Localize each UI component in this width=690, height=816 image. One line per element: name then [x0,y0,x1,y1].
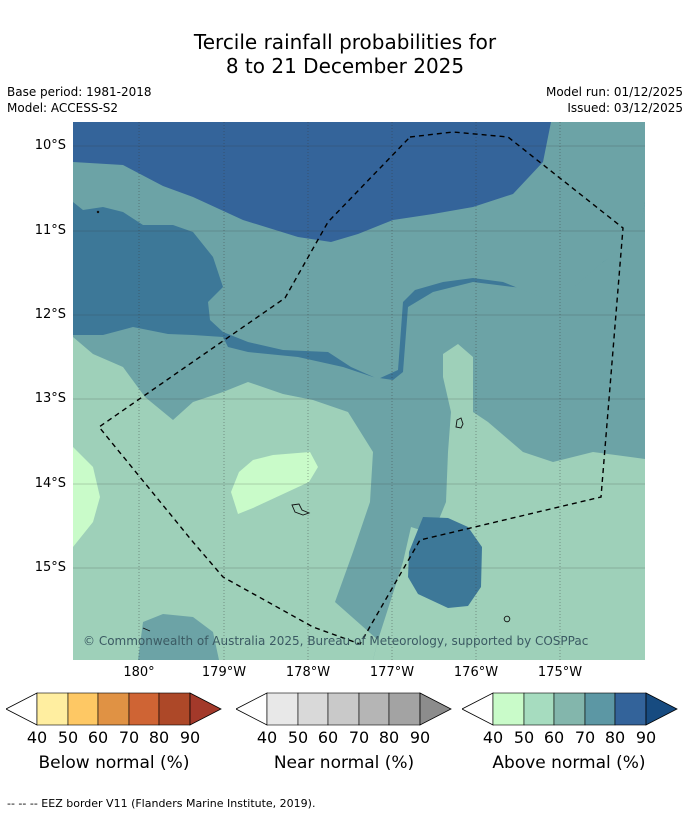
lat-label-15s: 15°S [34,560,66,575]
below-swatch-70 [128,692,160,726]
model-name: Model: ACCESS-S2 [7,101,119,115]
near-tick-80: 80 [378,728,400,747]
below-tick-60: 60 [87,728,109,747]
below-tick-90: 90 [179,728,201,747]
region-above-70-south [408,517,482,608]
meta-right: Model run: 01/12/2025 Issued: 03/12/2025 [546,84,683,116]
title-line-2: 8 to 21 December 2025 [225,54,465,78]
title-line-1: Tercile rainfall probabilities for [193,30,497,54]
lat-label-12s: 12°S [34,307,66,322]
region-above-40-center [231,452,318,514]
region-above-50-west [73,337,378,660]
above-swatch-80 [614,692,647,726]
island-south [503,615,511,623]
lat-label-11s: 11°S [34,223,66,238]
near-normal-title: Near normal (%) [273,753,415,773]
below-tick-40: 40 [26,728,48,747]
island-east [455,417,464,429]
map-title: Tercile rainfall probabilities for 8 to … [0,30,690,78]
near-arrow-low [236,692,268,726]
below-swatch-80 [158,692,191,726]
above-tick-70: 70 [574,728,596,747]
above-tick-90: 90 [635,728,657,747]
region-above-40-west-edge [73,447,100,547]
issued-date: Issued: 03/12/2025 [567,101,683,115]
islands [96,210,511,632]
lon-label-178w: 178°W [285,665,331,680]
island-northwest [96,210,100,214]
near-swatch-50 [297,692,329,726]
below-arrow-low [6,692,38,726]
below-swatch-50 [67,692,99,726]
near-tick-40: 40 [256,728,278,747]
lon-label-175w: 175°W [537,665,583,680]
below-tick-50: 50 [57,728,79,747]
lon-label-179w: 179°W [201,665,247,680]
above-swatch-60 [553,692,586,726]
lon-label-180: 180° [123,665,155,680]
near-tick-70: 70 [348,728,370,747]
above-swatch-40 [492,692,525,726]
island-central [291,503,311,516]
above-normal-title: Above normal (%) [492,753,646,773]
near-tick-50: 50 [287,728,309,747]
island-southwest [142,627,151,632]
lon-label-177w: 177°W [369,665,415,680]
lat-label-14s: 14°S [34,476,66,491]
region-above-60-southwest [138,614,219,660]
below-swatch-60 [97,692,130,726]
eez-border [97,131,624,645]
legend-near-normal [236,692,452,726]
legend-above-normal [462,692,678,726]
above-tick-50: 50 [513,728,535,747]
region-above-80 [73,122,551,242]
above-tick-40: 40 [482,728,504,747]
near-arrow-high [419,692,452,726]
above-tick-80: 80 [604,728,626,747]
below-normal-title: Below normal (%) [38,753,190,773]
near-swatch-60 [327,692,360,726]
above-tick-60: 60 [543,728,565,747]
below-arrow-high [189,692,222,726]
near-swatch-80 [388,692,421,726]
near-swatch-70 [358,692,390,726]
rainfall-map: © Commonwealth of Australia 2025, Bureau… [73,122,645,660]
legend-below-normal [6,692,222,726]
eez-footnote: -- -- -- EEZ border V11 (Flanders Marine… [7,797,316,810]
model-run: Model run: 01/12/2025 [545,85,683,99]
near-tick-90: 90 [409,728,431,747]
base-period: Base period: 1981-2018 [7,85,152,99]
copyright-text: © Commonwealth of Australia 2025, Bureau… [83,634,588,648]
above-swatch-50 [523,692,555,726]
above-arrow-low [462,692,494,726]
below-swatch-40 [36,692,69,726]
above-arrow-high [645,692,678,726]
lat-label-10s: 10°S [34,138,66,153]
near-tick-60: 60 [317,728,339,747]
lon-label-176w: 176°W [453,665,499,680]
grid-lat-lines [73,145,645,569]
meta-left: Base period: 1981-2018 Model: ACCESS-S2 [7,84,152,116]
below-tick-70: 70 [118,728,140,747]
above-swatch-70 [584,692,616,726]
lat-label-13s: 13°S [34,391,66,406]
below-tick-80: 80 [148,728,170,747]
near-swatch-40 [266,692,299,726]
